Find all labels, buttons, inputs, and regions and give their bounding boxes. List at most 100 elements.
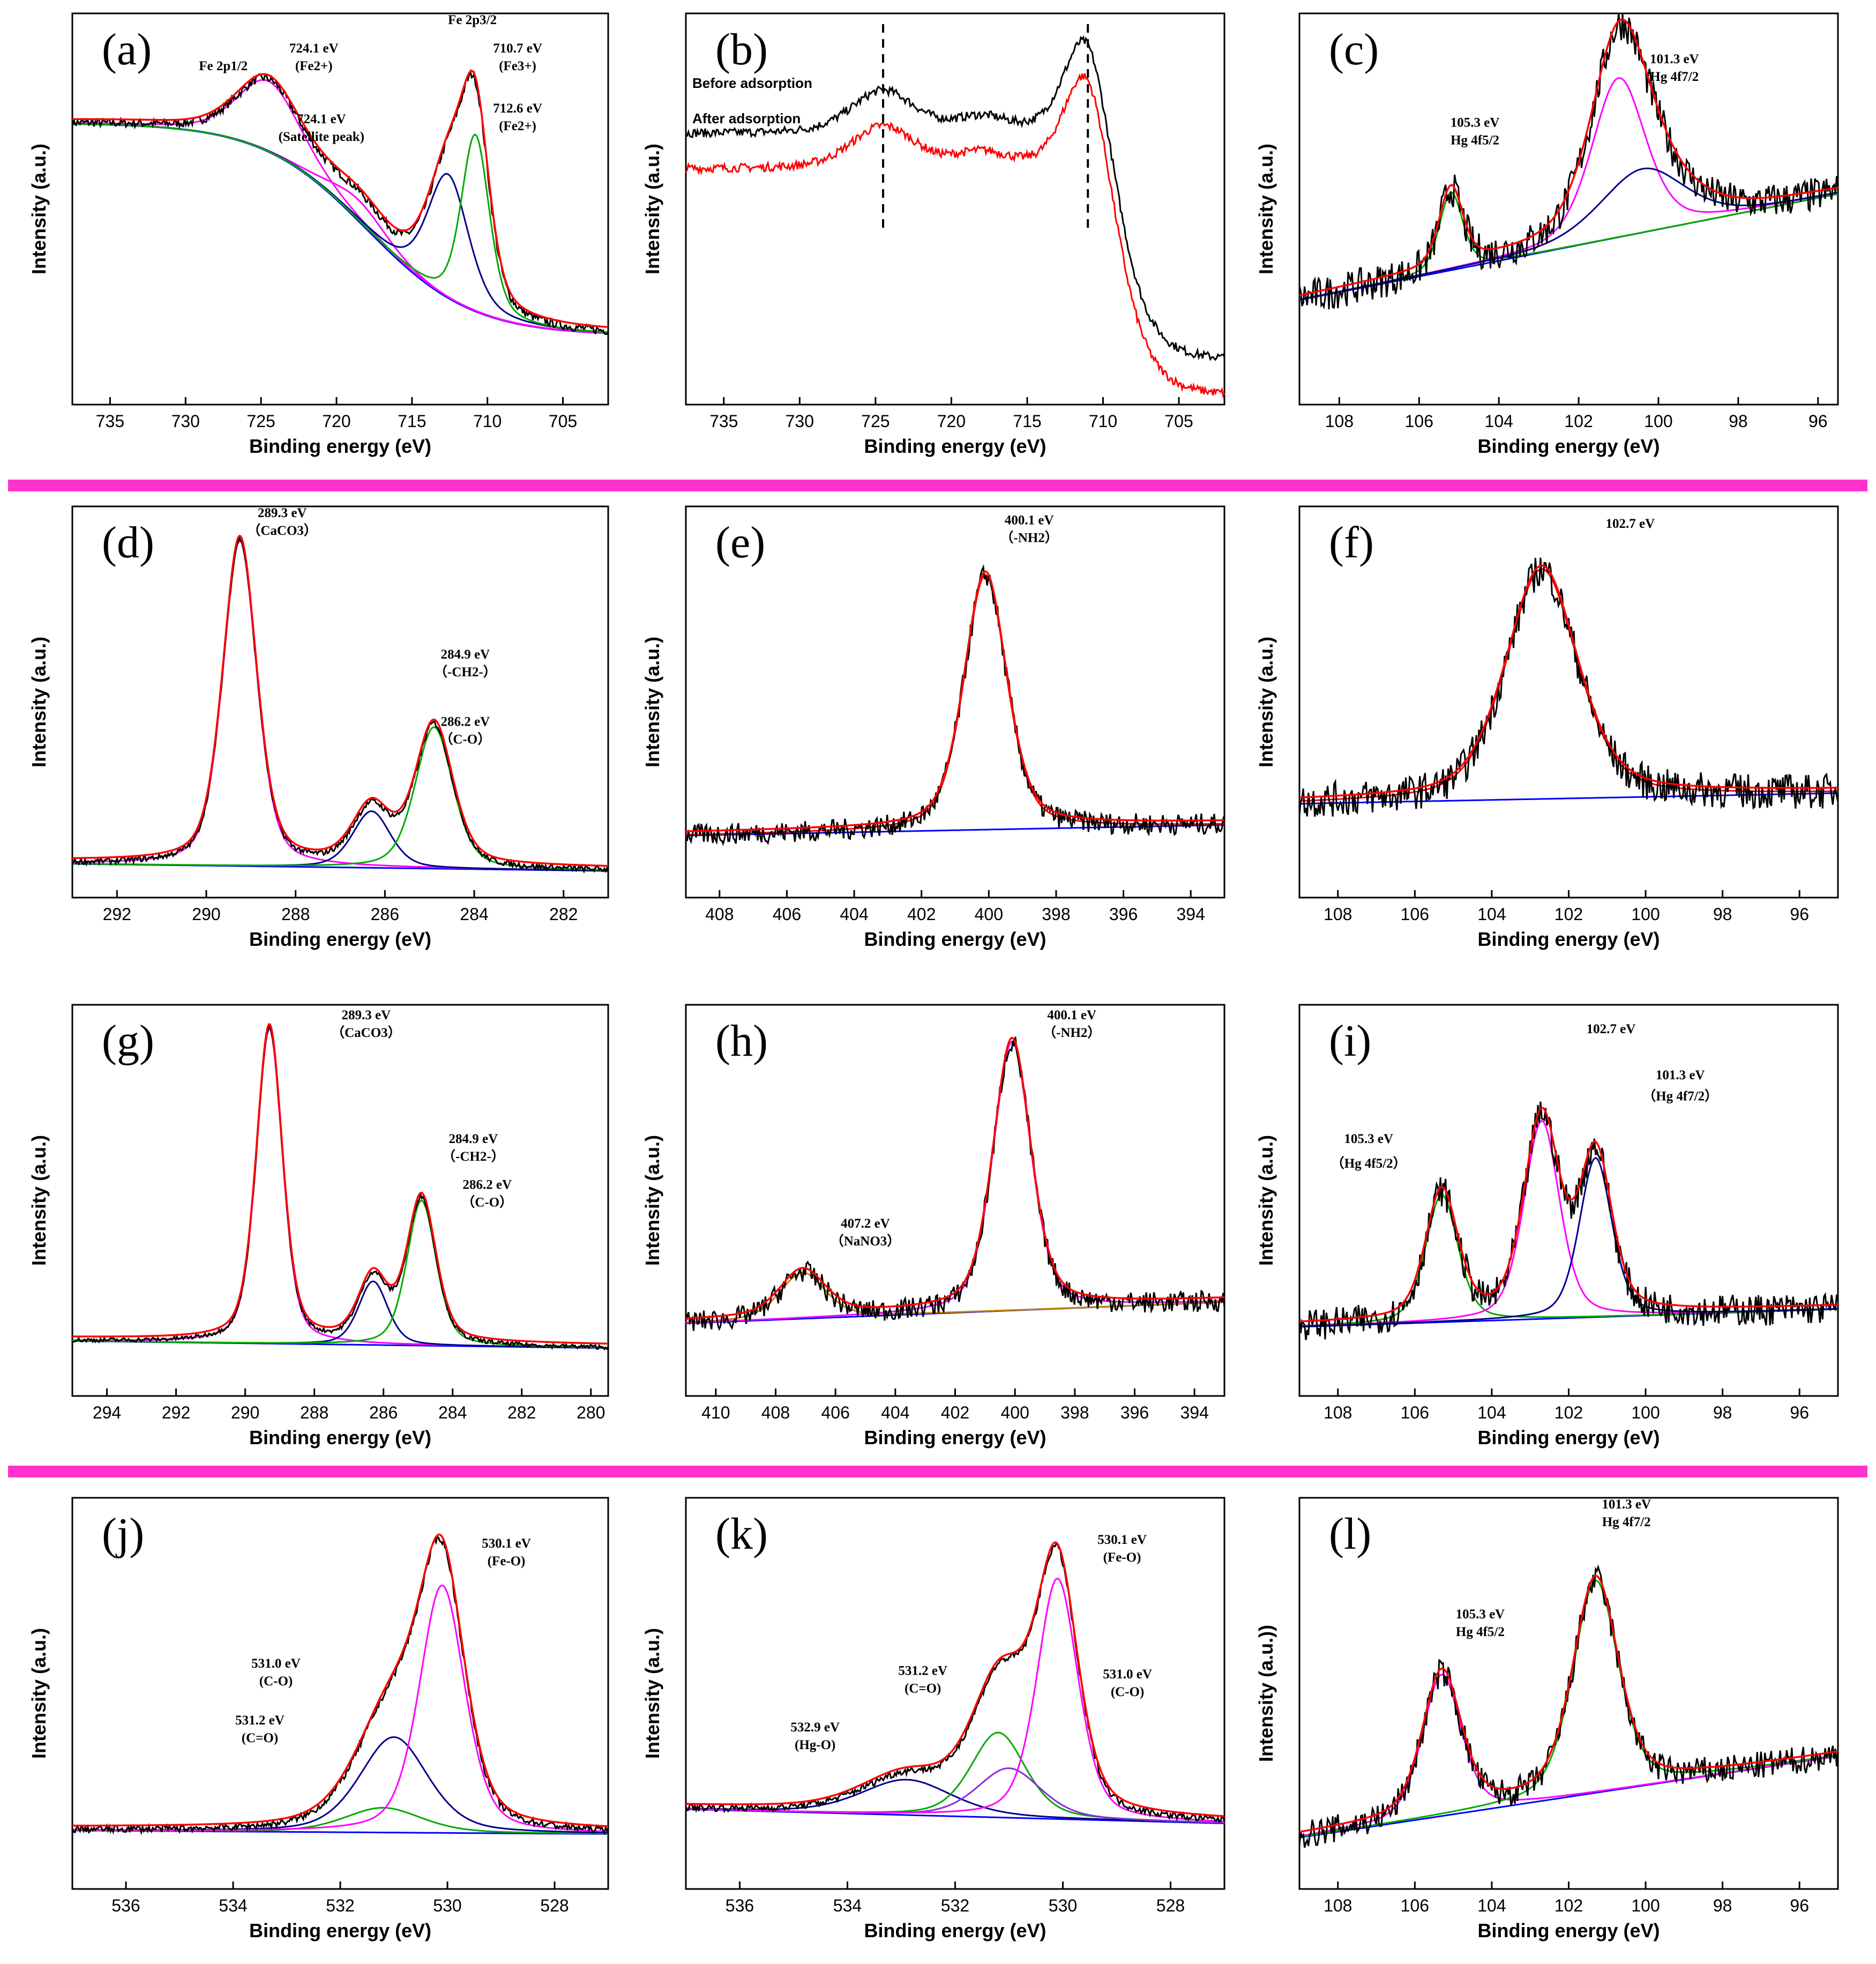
x-tick-label: 286 bbox=[369, 1403, 398, 1422]
x-tick-label: 404 bbox=[881, 1403, 909, 1422]
peak-annotation: 531.2 eV bbox=[235, 1713, 285, 1728]
x-tick-label: 715 bbox=[1013, 412, 1041, 431]
x-tick-label: 406 bbox=[773, 905, 801, 924]
x-tick-label: 530 bbox=[433, 1896, 461, 1915]
peak-annotation: 286.2 eV bbox=[441, 715, 490, 729]
fit-envelope bbox=[72, 1023, 608, 1345]
peak-annotation: 400.1 eV bbox=[1005, 513, 1054, 527]
peak-annotation: Hg 4f7/2 bbox=[1650, 70, 1699, 84]
x-tick-label: 398 bbox=[1042, 905, 1070, 924]
raw-spectrum bbox=[72, 1024, 609, 1350]
x-tick-label: 98 bbox=[1713, 1403, 1732, 1422]
panel-c: 108 106 104 102 100 98 96 Binding energy (eV) In… bbox=[1255, 12, 1839, 457]
peak-annotation: Hg 4f5/2 bbox=[1451, 133, 1499, 148]
raw-spectrum bbox=[685, 1541, 1225, 1823]
panel-label: (g) bbox=[102, 1016, 154, 1066]
peak-annotation: （Hg 4f7/2） bbox=[1642, 1088, 1718, 1104]
peak-annotation: Hg 4f5/2 bbox=[1456, 1625, 1505, 1639]
series-legend-label: Before adsorption bbox=[692, 75, 812, 91]
raw-spectrum bbox=[71, 69, 609, 335]
x-axis-title: Binding energy (eV) bbox=[1477, 1427, 1660, 1448]
fit-envelope bbox=[1299, 564, 1838, 798]
peak-annotation: (Satellite peak) bbox=[279, 130, 364, 144]
peak-annotation: （Hg 4f5/2） bbox=[1331, 1155, 1407, 1171]
panel-h: 410 408 406 404 402 400 398 396 394 Binding energ… bbox=[641, 1004, 1225, 1448]
x-tick-label: 720 bbox=[937, 412, 966, 431]
panel-a: 735 730 725 720 715 710 705 Binding energy (eV)… bbox=[28, 12, 609, 457]
peak-annotation: (Fe2+) bbox=[499, 119, 536, 133]
peak-annotation: （NaNO3） bbox=[831, 1233, 901, 1249]
x-tick-label: 725 bbox=[246, 412, 275, 431]
x-tick-label: 720 bbox=[322, 412, 350, 431]
raw-spectrum bbox=[1298, 13, 1839, 310]
x-tick-label: 404 bbox=[840, 905, 868, 924]
fit-envelope bbox=[72, 70, 609, 328]
x-tick-label: 96 bbox=[1790, 1403, 1809, 1422]
peak-annotation: 531.0 eV bbox=[1103, 1667, 1152, 1682]
x-tick-label: 96 bbox=[1790, 1896, 1809, 1915]
fit-envelope bbox=[685, 1036, 1225, 1319]
peak-annotation: 531.2 eV bbox=[898, 1663, 947, 1678]
x-tick-label: 530 bbox=[1049, 1896, 1077, 1915]
fit-envelope bbox=[72, 534, 609, 867]
peak-annotation: （CaCO3） bbox=[331, 1025, 401, 1040]
x-tick-label: 292 bbox=[103, 905, 131, 924]
background-line bbox=[1299, 792, 1838, 805]
x-tick-label: 406 bbox=[821, 1403, 849, 1422]
x-tick-label: 710 bbox=[473, 412, 502, 431]
x-tick-label: 104 bbox=[1477, 1403, 1506, 1422]
fit-component bbox=[72, 726, 609, 871]
peak-annotation: 530.1 eV bbox=[482, 1536, 531, 1551]
peak-annotation: （C-O） bbox=[439, 731, 491, 747]
raw-spectrum bbox=[71, 535, 609, 874]
plot-frame bbox=[685, 505, 1225, 899]
peak-annotation: 532.9 eV bbox=[790, 1720, 840, 1735]
panel-label: (b) bbox=[715, 25, 768, 74]
y-axis-title: Intensity (a.u.)) bbox=[1255, 1625, 1277, 1762]
panel-label: (f) bbox=[1329, 518, 1374, 567]
x-tick-label: 108 bbox=[1324, 1896, 1352, 1915]
plot-frame bbox=[71, 505, 609, 899]
panel-label: (c) bbox=[1329, 25, 1379, 74]
peak-annotation: 724.1 eV bbox=[297, 112, 346, 126]
peak-annotation: 101.3 eV bbox=[1650, 52, 1699, 66]
x-axis-title: Binding energy (eV) bbox=[249, 1427, 431, 1448]
plot-frame bbox=[1298, 12, 1839, 406]
fit-envelope bbox=[686, 1541, 1225, 1817]
peak-annotation: 289.3 eV bbox=[258, 506, 307, 520]
x-tick-label: 104 bbox=[1477, 905, 1506, 924]
y-axis-title: Intensity (a.u.) bbox=[641, 144, 663, 274]
peak-annotation: （-CH2-） bbox=[442, 1148, 505, 1164]
panel-label: (l) bbox=[1329, 1509, 1371, 1559]
peak-annotation: （-NH2） bbox=[1043, 1025, 1101, 1040]
x-tick-label: 715 bbox=[398, 412, 426, 431]
x-tick-label: 534 bbox=[833, 1896, 862, 1915]
peak-annotation: Fe 2p3/2 bbox=[448, 13, 497, 27]
panel-f: 108 106 104 102 100 98 96 Binding energy (eV) In… bbox=[1255, 505, 1839, 950]
x-axis-title: Binding energy (eV) bbox=[864, 435, 1046, 457]
panel-label: (i) bbox=[1329, 1016, 1371, 1066]
x-tick-label: 534 bbox=[219, 1896, 247, 1915]
fit-envelope bbox=[1299, 18, 1838, 296]
x-tick-label: 106 bbox=[1401, 1896, 1429, 1915]
peak-annotation: (Fe-O) bbox=[488, 1554, 526, 1569]
x-tick-label: 730 bbox=[171, 412, 200, 431]
x-axis-title: Binding energy (eV) bbox=[1477, 1920, 1660, 1941]
x-tick-label: 408 bbox=[705, 905, 734, 924]
fit-component bbox=[72, 123, 609, 333]
x-tick-label: 282 bbox=[507, 1403, 536, 1422]
y-axis-title: Intensity (a.u.) bbox=[28, 1135, 50, 1266]
y-axis-title: Intensity (a.u.) bbox=[641, 637, 663, 767]
fit-component bbox=[72, 1199, 609, 1349]
x-tick-label: 528 bbox=[540, 1896, 569, 1915]
x-tick-label: 100 bbox=[1631, 1896, 1660, 1915]
plot-frame bbox=[71, 1004, 609, 1397]
y-axis-title: Intensity (a.u.) bbox=[28, 1628, 50, 1759]
raw-spectrum bbox=[71, 1535, 609, 1836]
x-tick-label: 705 bbox=[549, 412, 577, 431]
x-tick-label: 104 bbox=[1485, 412, 1513, 431]
x-tick-label: 536 bbox=[726, 1896, 754, 1915]
y-axis-title: Intensity (a.u.) bbox=[641, 1628, 663, 1759]
x-tick-label: 290 bbox=[231, 1403, 259, 1422]
x-tick-label: 532 bbox=[941, 1896, 969, 1915]
